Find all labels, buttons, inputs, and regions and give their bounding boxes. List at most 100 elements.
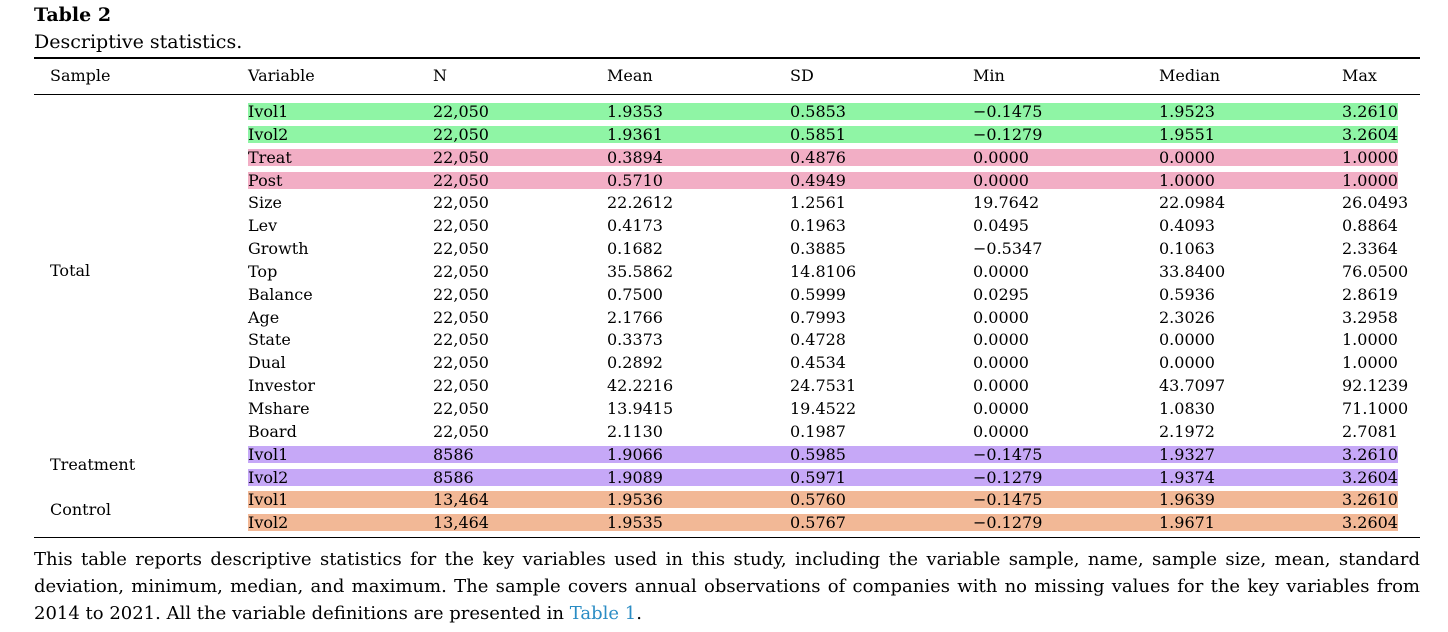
cell-max: 3.2604 bbox=[1342, 124, 1398, 144]
cell-min: 0.0295 bbox=[973, 284, 1029, 304]
header-max: Max bbox=[1342, 66, 1377, 85]
cell-variable: Investor bbox=[248, 376, 316, 396]
cell-min: 0.0000 bbox=[973, 330, 1029, 350]
cell-sd: 0.7993 bbox=[790, 307, 846, 327]
row-highlight bbox=[248, 148, 1398, 166]
cell-min: −0.1475 bbox=[973, 490, 1043, 510]
table-body: Ivol1 22,050 1.9353 0.5853 −0.1475 1.9523 3.26… bbox=[0, 100, 1448, 534]
cell-max: 3.2610 bbox=[1342, 490, 1398, 510]
table-1-link[interactable]: Table 1 bbox=[569, 603, 637, 624]
cell-median: 1.9327 bbox=[1159, 444, 1215, 464]
cell-max: 1.0000 bbox=[1342, 353, 1398, 373]
cell-n: 22,050 bbox=[433, 102, 489, 121]
cell-n: 22,050 bbox=[433, 307, 489, 327]
cell-median: 2.3026 bbox=[1159, 307, 1215, 327]
cell-sd: 0.1987 bbox=[790, 421, 846, 441]
cell-n: 22,050 bbox=[433, 193, 489, 213]
cell-mean: 0.4173 bbox=[607, 216, 663, 236]
cell-n: 22,050 bbox=[433, 284, 489, 304]
cell-median: 1.9671 bbox=[1159, 513, 1215, 533]
cell-sd: 0.4534 bbox=[790, 353, 846, 373]
cell-variable: Ivol1 bbox=[248, 444, 289, 464]
cell-mean: 22.2612 bbox=[607, 193, 674, 213]
note-end: . bbox=[636, 603, 642, 624]
cell-median: 0.0000 bbox=[1159, 147, 1215, 167]
group-label-control: Control bbox=[50, 500, 112, 519]
cell-mean: 1.9361 bbox=[607, 124, 663, 144]
row-highlight bbox=[248, 514, 1398, 532]
cell-min: −0.1279 bbox=[973, 513, 1043, 533]
cell-mean: 1.9536 bbox=[607, 490, 663, 510]
cell-n: 8586 bbox=[433, 444, 474, 464]
cell-sd: 0.5971 bbox=[790, 467, 846, 487]
cell-sd: 0.5985 bbox=[790, 444, 846, 464]
cell-mean: 42.2216 bbox=[607, 376, 674, 396]
cell-variable: Size bbox=[248, 193, 282, 213]
table-row: Treat 22,050 0.3894 0.4876 0.0000 0.0000 1.000… bbox=[0, 146, 1448, 169]
table-row: Board 22,050 2.1130 0.1987 0.0000 2.1972 2.708… bbox=[0, 420, 1448, 443]
header-sample: Sample bbox=[50, 66, 111, 85]
cell-max: 2.7081 bbox=[1342, 421, 1398, 441]
row-highlight bbox=[248, 103, 1398, 120]
cell-n: 22,050 bbox=[433, 124, 489, 144]
row-highlight bbox=[248, 445, 1398, 463]
table-title: Table 2 bbox=[34, 4, 112, 26]
top-rule bbox=[34, 57, 1420, 59]
cell-max: 2.3364 bbox=[1342, 239, 1398, 259]
table-row: Balance 22,050 0.7500 0.5999 0.0295 0.5936 2.8… bbox=[0, 283, 1448, 306]
cell-min: 0.0000 bbox=[973, 376, 1029, 396]
cell-variable: State bbox=[248, 330, 291, 350]
table-subtitle: Descriptive statistics. bbox=[34, 31, 243, 53]
cell-max: 3.2958 bbox=[1342, 307, 1398, 327]
cell-mean: 1.9089 bbox=[607, 467, 663, 487]
cell-n: 13,464 bbox=[433, 490, 489, 510]
cell-n: 22,050 bbox=[433, 398, 489, 418]
cell-mean: 1.9066 bbox=[607, 444, 663, 464]
cell-variable: Balance bbox=[248, 284, 313, 304]
cell-sd: 19.4522 bbox=[790, 398, 857, 418]
table-row: Size 22,050 22.2612 1.2561 19.7642 22.0984 26.… bbox=[0, 191, 1448, 214]
cell-median: 43.7097 bbox=[1159, 376, 1226, 396]
cell-median: 0.5936 bbox=[1159, 284, 1215, 304]
cell-n: 13,464 bbox=[433, 513, 489, 533]
cell-median: 0.4093 bbox=[1159, 216, 1215, 236]
cell-mean: 13.9415 bbox=[607, 398, 674, 418]
cell-sd: 0.5760 bbox=[790, 490, 846, 510]
row-highlight bbox=[248, 171, 1398, 189]
table-row: Mshare 22,050 13.9415 19.4522 0.0000 1.0830 71… bbox=[0, 397, 1448, 420]
cell-max: 26.0493 bbox=[1342, 193, 1409, 213]
cell-min: 0.0000 bbox=[973, 398, 1029, 418]
cell-median: 33.8400 bbox=[1159, 261, 1226, 281]
cell-n: 22,050 bbox=[433, 261, 489, 281]
cell-mean: 1.9353 bbox=[607, 102, 663, 121]
cell-mean: 1.9535 bbox=[607, 513, 663, 533]
cell-n: 22,050 bbox=[433, 216, 489, 236]
note-text: This table reports descriptive statistic… bbox=[34, 549, 1420, 624]
cell-n: 22,050 bbox=[433, 353, 489, 373]
row-highlight bbox=[248, 491, 1398, 509]
cell-variable: Ivol2 bbox=[248, 467, 289, 487]
cell-variable: Ivol2 bbox=[248, 513, 289, 533]
cell-variable: Board bbox=[248, 421, 297, 441]
cell-mean: 0.5710 bbox=[607, 170, 663, 190]
cell-min: 0.0000 bbox=[973, 147, 1029, 167]
cell-variable: Lev bbox=[248, 216, 278, 236]
group-label-total: Total bbox=[50, 261, 91, 280]
cell-max: 71.1000 bbox=[1342, 398, 1409, 418]
cell-max: 3.2604 bbox=[1342, 513, 1398, 533]
cell-mean: 0.3373 bbox=[607, 330, 663, 350]
table-row: Ivol1 8586 1.9066 0.5985 −0.1475 1.9327 3.2610 bbox=[0, 443, 1448, 466]
cell-max: 1.0000 bbox=[1342, 170, 1398, 190]
cell-variable: Age bbox=[248, 307, 280, 327]
cell-n: 22,050 bbox=[433, 170, 489, 190]
cell-min: 19.7642 bbox=[973, 193, 1040, 213]
table-note: This table reports descriptive statistic… bbox=[34, 546, 1420, 627]
cell-min: 0.0000 bbox=[973, 421, 1029, 441]
cell-median: 22.0984 bbox=[1159, 193, 1226, 213]
table-row: Dual 22,050 0.2892 0.4534 0.0000 0.0000 1.0000 bbox=[0, 351, 1448, 374]
group-label-treatment: Treatment bbox=[50, 455, 136, 474]
header-n: N bbox=[433, 66, 447, 85]
cell-median: 0.1063 bbox=[1159, 239, 1215, 259]
table-row: State 22,050 0.3373 0.4728 0.0000 0.0000 1.000… bbox=[0, 328, 1448, 351]
header-sd: SD bbox=[790, 66, 814, 85]
